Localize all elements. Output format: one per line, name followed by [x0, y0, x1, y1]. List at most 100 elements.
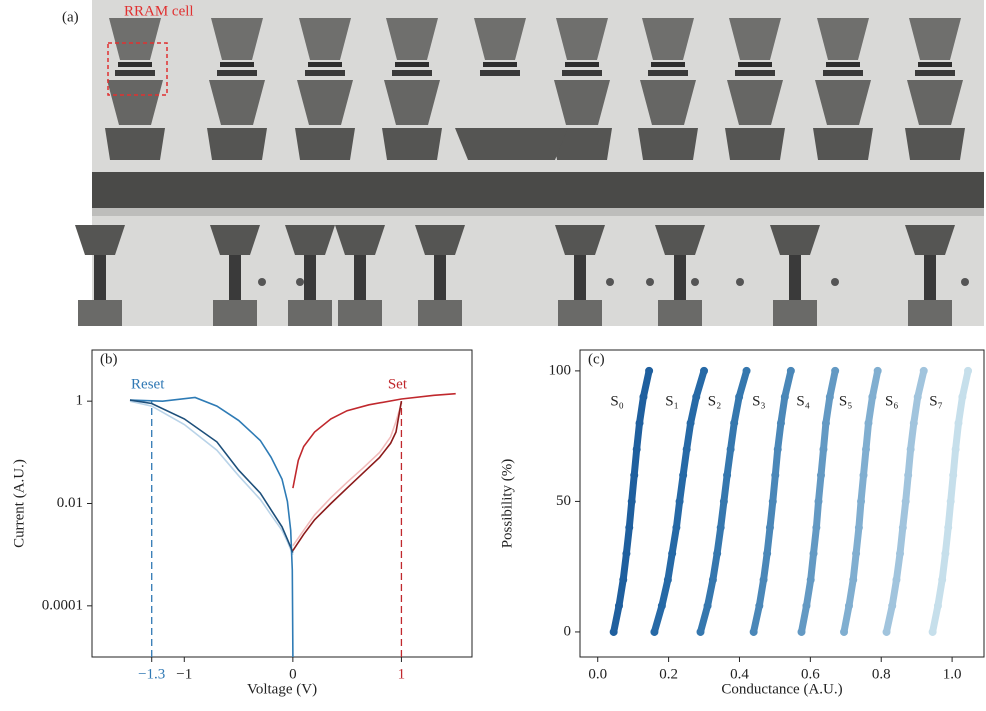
data-point: [815, 497, 823, 505]
cell-bottom: [905, 128, 965, 160]
via-foot: [773, 300, 817, 326]
data-point: [743, 367, 751, 375]
panel-label: (c): [588, 351, 605, 367]
y-axis-label: Current (A.U.): [11, 459, 27, 548]
series-line: [130, 400, 293, 552]
dot: [961, 278, 969, 286]
dot: [736, 278, 744, 286]
dot: [691, 278, 699, 286]
via-foot: [213, 300, 257, 326]
data-point: [774, 445, 782, 453]
data-point: [952, 445, 960, 453]
via-pillar: [94, 255, 106, 300]
series-line: [130, 398, 293, 658]
data-point: [868, 393, 876, 401]
data-point: [650, 628, 658, 636]
via-foot: [908, 300, 952, 326]
dot: [606, 278, 614, 286]
series-label: S₆: [885, 393, 899, 409]
y-tick-label: 0.01: [57, 495, 83, 511]
series-line: [293, 404, 402, 546]
data-point: [944, 524, 952, 532]
data-point: [874, 367, 882, 375]
cell-layer: [918, 62, 952, 67]
figure: (a) RRAM cell(b)Voltage (V)Current (A.U.…: [0, 0, 986, 711]
panel-label: (b): [100, 351, 118, 367]
y-tick-label: 0.0001: [42, 597, 83, 613]
via-pillar: [924, 255, 936, 300]
cell-layer: [562, 70, 602, 76]
x-axis-label: Conductance (A.U.): [721, 681, 842, 697]
data-point: [735, 393, 743, 401]
data-point: [819, 445, 827, 453]
data-point: [812, 524, 820, 532]
data-point: [888, 602, 896, 610]
cell-layer: [115, 70, 155, 76]
annotation: Set: [388, 377, 408, 393]
data-point: [639, 393, 647, 401]
cell-layer: [480, 70, 520, 76]
x-tick-label: 0: [289, 666, 297, 682]
data-point: [797, 628, 805, 636]
cell-layer: [651, 62, 685, 67]
data-point: [826, 393, 834, 401]
data-point: [645, 367, 653, 375]
cell-layer: [565, 62, 599, 67]
series-label: S₃: [752, 393, 766, 409]
data-point: [625, 524, 633, 532]
data-point: [771, 471, 779, 479]
series-label: S₁: [665, 393, 679, 409]
data-point: [920, 367, 928, 375]
data-point: [787, 367, 795, 375]
data-point: [664, 576, 672, 584]
cell-layer: [308, 62, 342, 67]
cell-bottom: [105, 128, 165, 160]
data-point: [727, 445, 735, 453]
cell-layer: [395, 62, 429, 67]
data-point: [831, 367, 839, 375]
cell-layer: [915, 70, 955, 76]
series-label: S₄: [796, 393, 810, 409]
dot: [258, 278, 266, 286]
data-point: [840, 628, 848, 636]
data-point: [713, 550, 721, 558]
y-axis-label: Possibility (%): [499, 459, 515, 549]
data-point: [862, 445, 870, 453]
data-point: [692, 393, 700, 401]
data-point: [817, 471, 825, 479]
data-point: [899, 524, 907, 532]
data-point: [954, 419, 962, 427]
via-pillar: [574, 255, 586, 300]
data-point: [750, 628, 758, 636]
data-point: [766, 524, 774, 532]
x-tick-label: 0.2: [659, 666, 678, 682]
data-point: [907, 445, 915, 453]
cell-layer: [118, 62, 152, 67]
layer-band: [92, 208, 984, 216]
x-tick-label: 0.6: [801, 666, 820, 682]
data-point: [709, 576, 717, 584]
data-point: [683, 445, 691, 453]
cell-layer: [738, 62, 772, 67]
data-point: [700, 367, 708, 375]
via-pillar: [674, 255, 686, 300]
data-point: [619, 576, 627, 584]
panel-label: (a): [62, 9, 79, 25]
series-line: [130, 401, 293, 555]
data-point: [845, 602, 853, 610]
data-point: [668, 550, 676, 558]
via-foot: [558, 300, 602, 326]
data-point: [857, 497, 865, 505]
data-point: [822, 419, 830, 427]
plot-frame: [92, 350, 472, 657]
x-tick-label: 0.0: [588, 666, 607, 682]
data-point: [949, 471, 957, 479]
via-pillar: [354, 255, 366, 300]
x-tick-label: 1.0: [943, 666, 962, 682]
data-point: [679, 471, 687, 479]
data-point: [717, 524, 725, 532]
series-line: [293, 394, 456, 488]
data-point: [958, 393, 966, 401]
dot: [296, 278, 304, 286]
data-point: [810, 550, 818, 558]
